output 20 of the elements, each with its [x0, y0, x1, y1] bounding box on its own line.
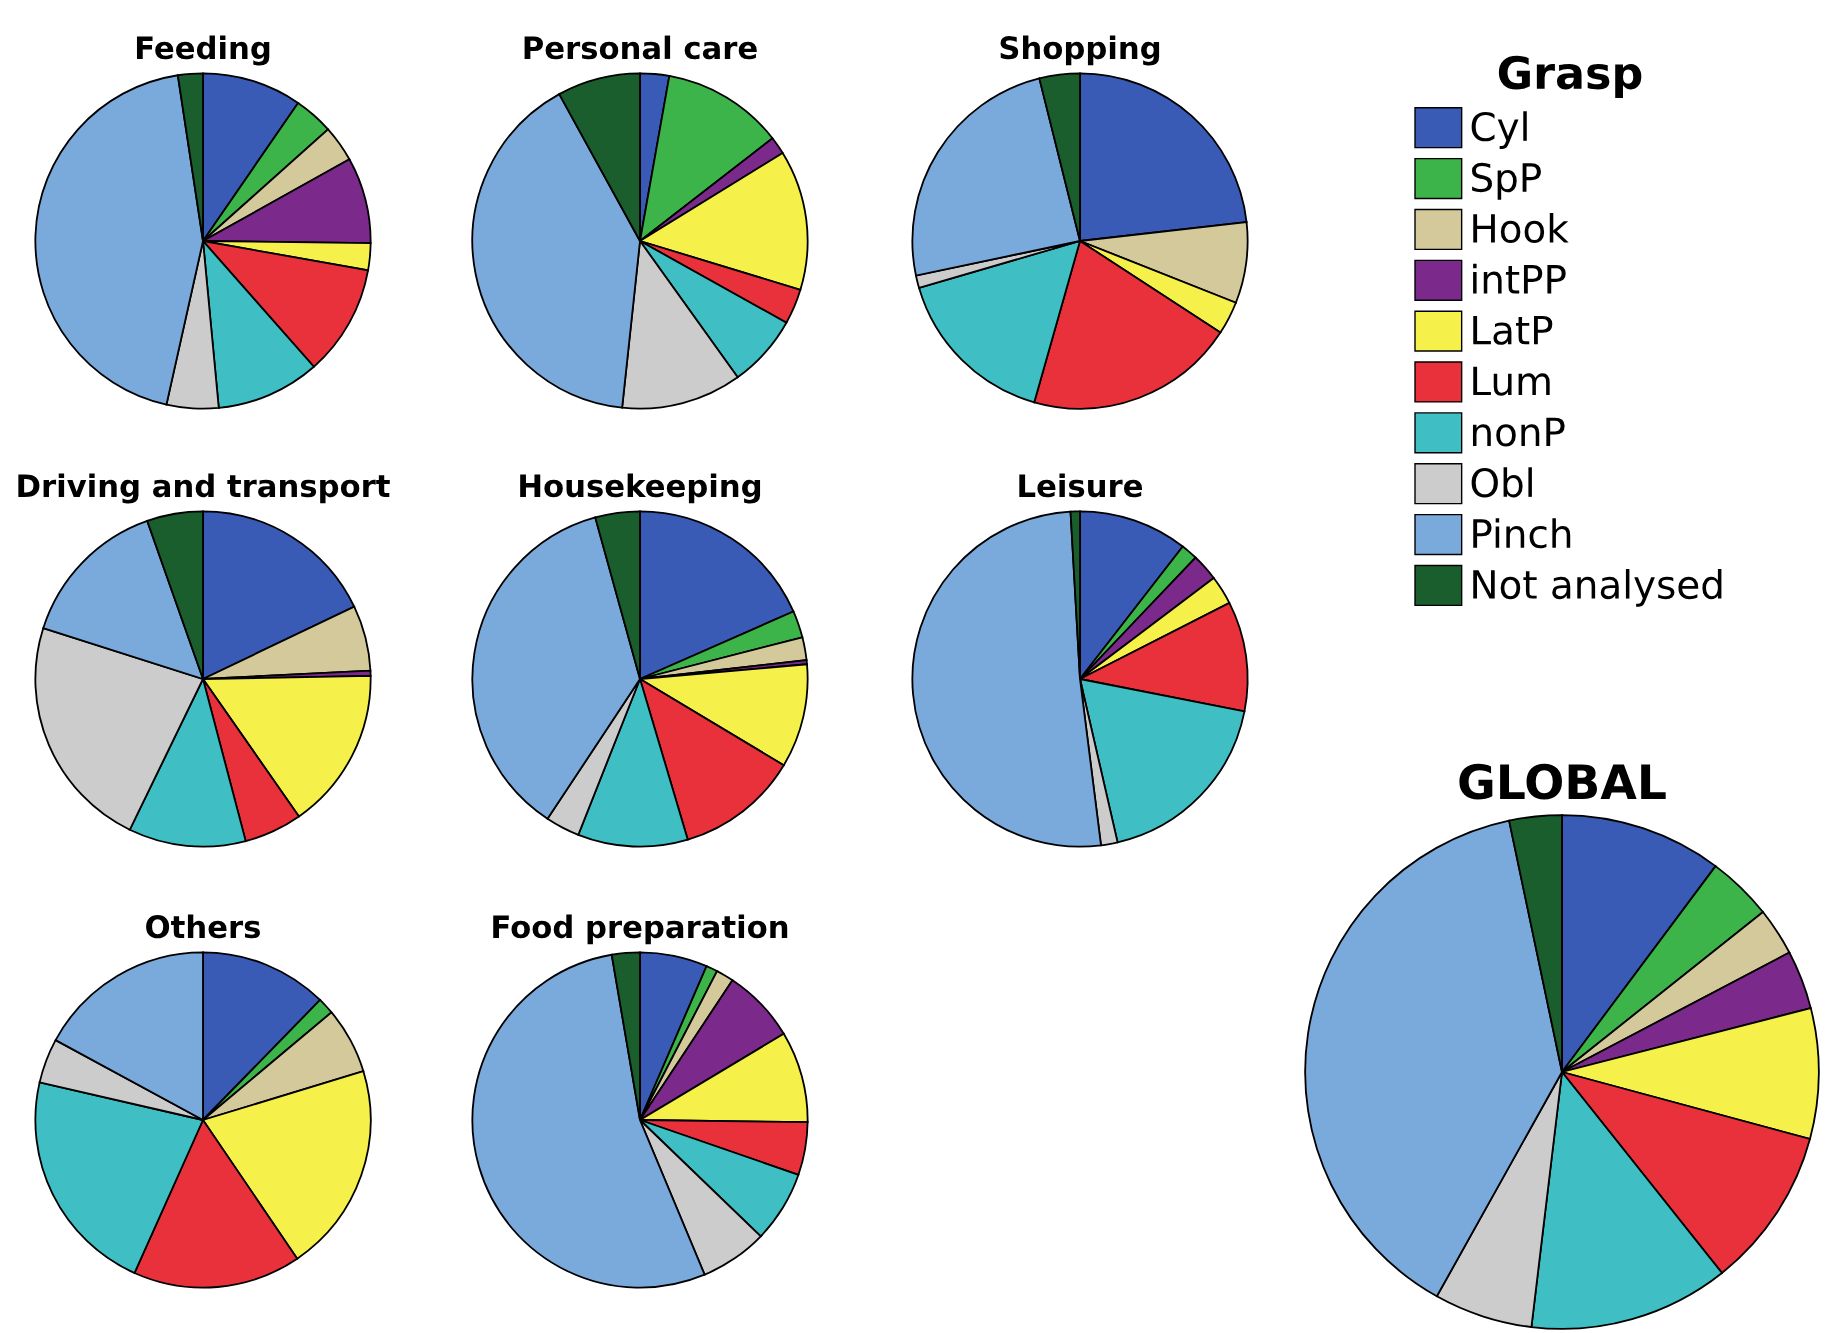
chart-title: Driving and transport [18, 473, 390, 504]
chart-title: Food preparation [493, 914, 788, 945]
legend-label: Obl [1471, 467, 1532, 498]
legend-title: Grasp [1498, 55, 1642, 99]
legend-label: intPP [1473, 263, 1566, 294]
chart-title: Leisure [1019, 473, 1142, 498]
legend-label: Hook [1473, 212, 1569, 244]
legend-label: SpP [1472, 162, 1541, 200]
chart-title: Personal care [524, 35, 757, 60]
legend-label: Not analysed [1473, 569, 1722, 607]
chart-title: Others [146, 914, 260, 939]
chart-title: Feeding [136, 35, 270, 66]
chart-title: Shopping [1000, 35, 1160, 66]
legend-label: LatP [1473, 315, 1553, 345]
legend-label: Pinch [1473, 518, 1571, 549]
legend-label: nonP [1472, 417, 1565, 447]
chart-title: GLOBAL [1459, 763, 1666, 800]
chart-title: Housekeeping [520, 473, 761, 504]
legend-label: Cyl [1471, 111, 1527, 149]
legend-label: Lum [1473, 366, 1550, 396]
